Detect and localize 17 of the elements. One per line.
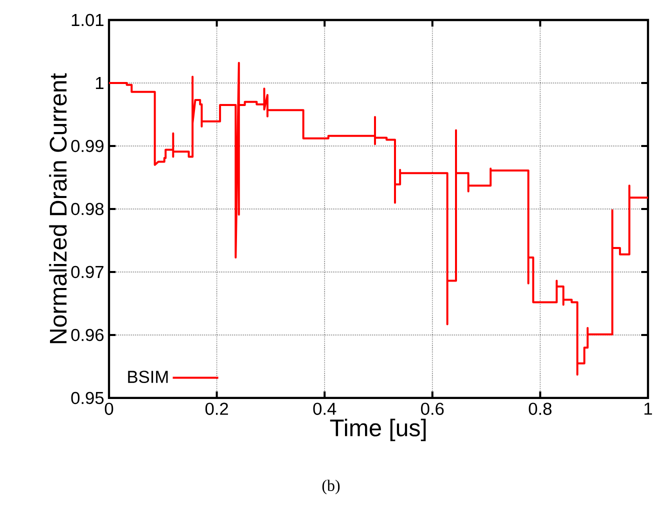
y-tick-label: 1	[96, 77, 104, 89]
y-tick-label: 0.95	[71, 392, 104, 404]
legend-label: BSIM	[128, 370, 168, 383]
text: (b)	[322, 480, 340, 494]
x-tick-label: 0	[104, 402, 114, 415]
x-tick-label: 0.4	[313, 402, 336, 415]
x-tick-label: 0.8	[528, 402, 552, 415]
y-tick-label: 0.97	[71, 266, 104, 278]
y-tick-label: 0.96	[71, 328, 104, 342]
x-axis-title: Time [us]	[330, 418, 426, 442]
y-axis-title: Normalized Drain Current	[49, 73, 67, 344]
y-tick-label: 1.01	[72, 14, 104, 26]
x-tick-label: 0.6	[421, 402, 444, 415]
y-tick-label: 0.98	[71, 202, 104, 216]
x-tick-label: 0.2	[205, 402, 228, 415]
x-tick-label: 1	[644, 402, 652, 415]
y-tick-label: 0.99	[71, 140, 104, 152]
